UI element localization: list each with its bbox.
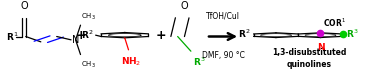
Text: R$^3$: R$^3$ [193, 56, 205, 68]
Text: R$^3$: R$^3$ [346, 28, 358, 40]
Text: CH$_3$: CH$_3$ [81, 12, 96, 22]
Text: R$^2$: R$^2$ [81, 29, 94, 41]
Text: COR$^1$: COR$^1$ [324, 17, 346, 29]
Text: O: O [180, 1, 188, 11]
Text: 1,3-disubstituted
quinolines: 1,3-disubstituted quinolines [273, 48, 347, 69]
Text: N: N [72, 35, 80, 45]
Text: R$^1$: R$^1$ [6, 30, 18, 43]
Text: +: + [155, 29, 166, 42]
Text: CH$_3$: CH$_3$ [81, 60, 96, 70]
Text: NH$_2$: NH$_2$ [121, 55, 141, 68]
Text: R$^2$: R$^2$ [238, 28, 251, 40]
Text: +: + [76, 29, 87, 42]
Text: TfOH/CuI: TfOH/CuI [206, 12, 240, 21]
Text: N: N [317, 43, 324, 52]
Text: DMF, 90 °C: DMF, 90 °C [201, 51, 245, 60]
Text: O: O [20, 1, 28, 11]
